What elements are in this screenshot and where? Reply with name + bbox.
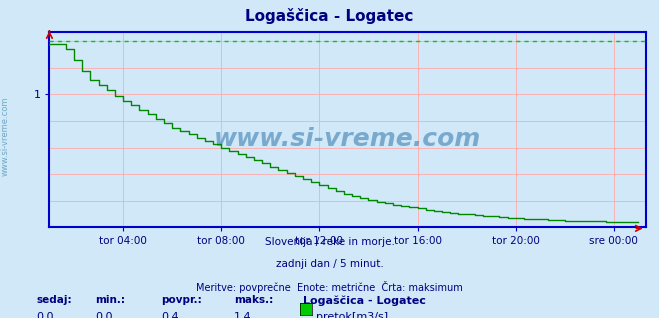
Text: Logaščica - Logatec: Logaščica - Logatec [303, 295, 426, 306]
Text: 1,4: 1,4 [234, 312, 252, 318]
Text: 0,0: 0,0 [36, 312, 54, 318]
Text: Logaščica - Logatec: Logaščica - Logatec [245, 8, 414, 24]
Text: 0,4: 0,4 [161, 312, 179, 318]
Text: www.si-vreme.com: www.si-vreme.com [1, 97, 10, 176]
Text: pretok[m3/s]: pretok[m3/s] [316, 312, 388, 318]
Text: min.:: min.: [96, 295, 126, 305]
Text: povpr.:: povpr.: [161, 295, 202, 305]
Text: Meritve: povprečne  Enote: metrične  Črta: maksimum: Meritve: povprečne Enote: metrične Črta:… [196, 281, 463, 294]
Text: www.si-vreme.com: www.si-vreme.com [214, 128, 481, 151]
Text: sedaj:: sedaj: [36, 295, 72, 305]
Text: maks.:: maks.: [234, 295, 273, 305]
Text: zadnji dan / 5 minut.: zadnji dan / 5 minut. [275, 259, 384, 269]
Text: 0,0: 0,0 [96, 312, 113, 318]
Text: Slovenija / reke in morje.: Slovenija / reke in morje. [264, 237, 395, 247]
